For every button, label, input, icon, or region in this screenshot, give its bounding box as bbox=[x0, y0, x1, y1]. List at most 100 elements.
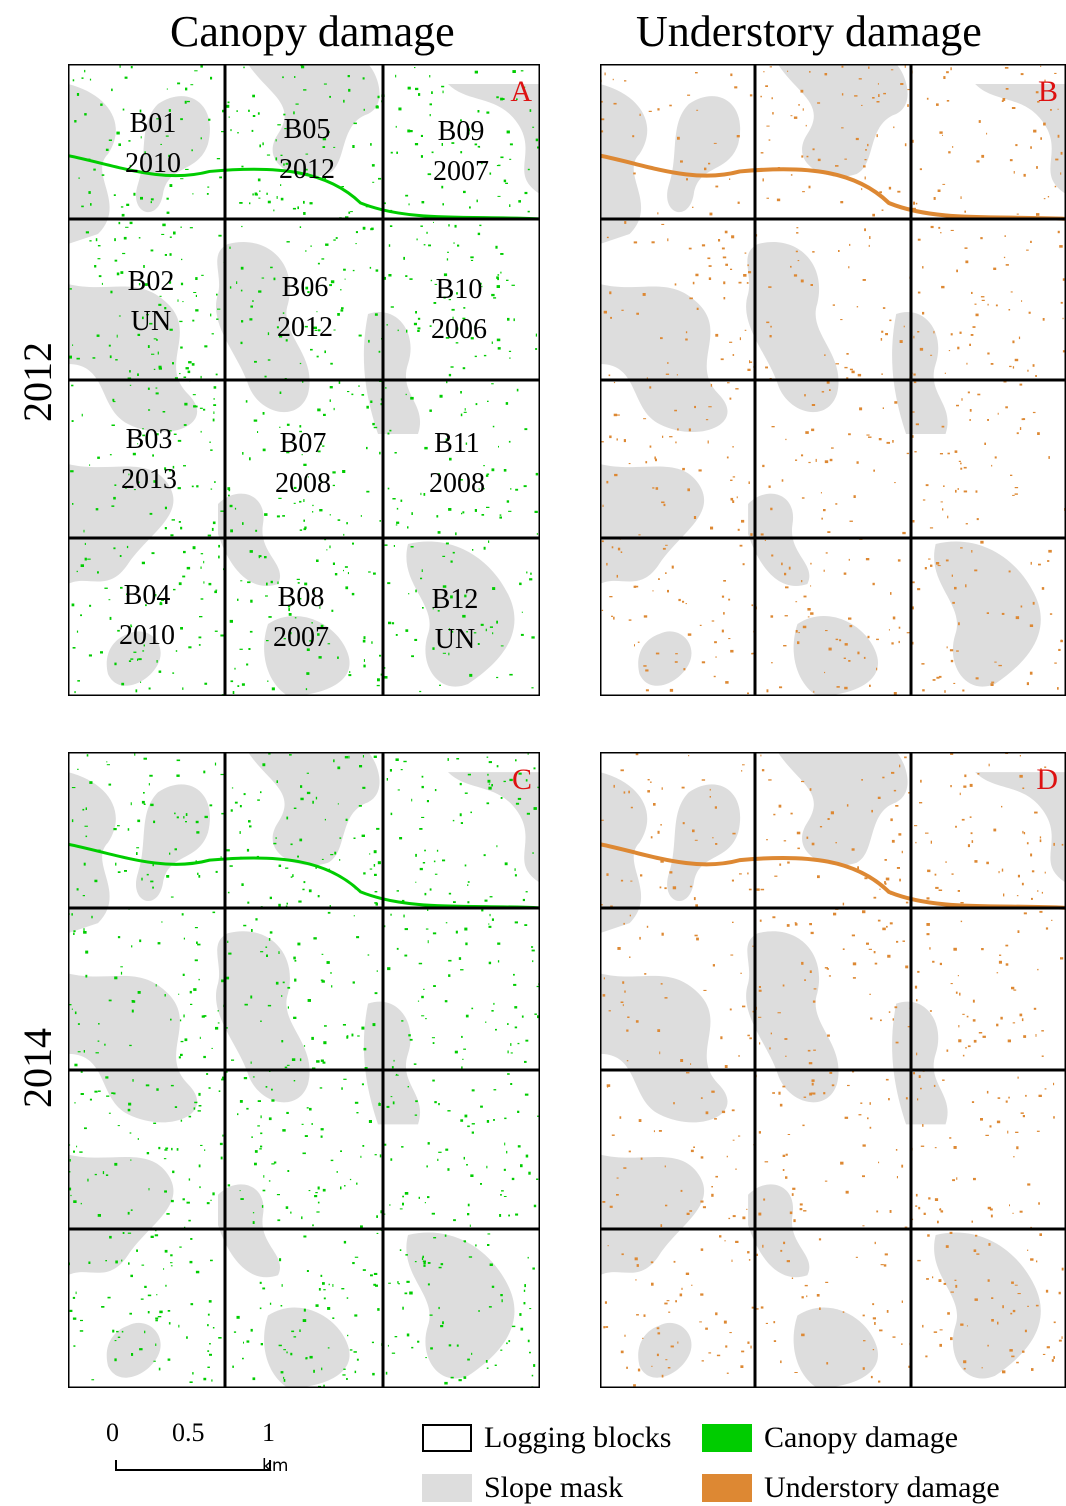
understory-damage-patch bbox=[802, 1124, 805, 1127]
canopy-damage-patch bbox=[299, 1329, 301, 1332]
canopy-damage-patch bbox=[342, 1024, 346, 1026]
canopy-damage-patch bbox=[448, 1344, 452, 1347]
canopy-damage-layer bbox=[68, 752, 540, 1388]
canopy-damage-patch bbox=[252, 1377, 256, 1381]
understory-damage-patch bbox=[655, 487, 659, 490]
understory-damage-patch bbox=[842, 1311, 845, 1313]
canopy-damage-patch bbox=[390, 1096, 393, 1098]
canopy-damage-patch bbox=[520, 633, 524, 636]
canopy-damage-patch bbox=[242, 452, 244, 455]
understory-damage-patch bbox=[701, 1360, 704, 1362]
understory-damage-patch bbox=[904, 65, 906, 68]
understory-damage-patch bbox=[1040, 65, 1042, 67]
canopy-damage-patch bbox=[267, 200, 271, 204]
understory-damage-patch bbox=[667, 238, 669, 242]
understory-damage-patch bbox=[919, 347, 924, 351]
canopy-damage-patch bbox=[430, 1347, 433, 1350]
understory-damage-patch bbox=[816, 1294, 820, 1297]
canopy-damage-patch bbox=[220, 634, 224, 637]
understory-damage-patch bbox=[700, 1200, 704, 1203]
canopy-damage-patch bbox=[221, 812, 224, 815]
canopy-damage-patch bbox=[250, 1328, 253, 1332]
understory-damage-patch bbox=[994, 456, 997, 459]
understory-damage-patch bbox=[635, 752, 639, 756]
understory-damage-patch bbox=[971, 840, 974, 843]
canopy-damage-patch bbox=[352, 1262, 355, 1265]
legend-canopy-swatch bbox=[702, 1424, 752, 1452]
slope-mask-area bbox=[746, 242, 839, 413]
understory-damage-patch bbox=[973, 1039, 977, 1043]
canopy-damage-patch bbox=[404, 928, 408, 931]
understory-damage-patch bbox=[675, 653, 678, 655]
understory-damage-patch bbox=[759, 1042, 761, 1045]
canopy-damage-patch bbox=[413, 322, 417, 326]
canopy-damage-patch bbox=[126, 545, 129, 549]
canopy-damage-patch bbox=[433, 221, 434, 223]
panel-d-map bbox=[600, 752, 1066, 1388]
understory-damage-patch bbox=[651, 241, 655, 244]
understory-damage-patch bbox=[956, 269, 958, 273]
canopy-damage-patch bbox=[467, 1358, 470, 1361]
canopy-damage-patch bbox=[215, 373, 218, 376]
canopy-damage-patch bbox=[433, 302, 437, 304]
canopy-damage-patch bbox=[514, 874, 517, 877]
understory-damage-patch bbox=[623, 922, 625, 925]
understory-damage-patch bbox=[896, 1176, 898, 1179]
canopy-damage-patch bbox=[525, 779, 528, 782]
understory-damage-patch bbox=[913, 335, 915, 339]
canopy-damage-patch bbox=[138, 658, 142, 661]
understory-damage-patch bbox=[609, 596, 613, 598]
understory-damage-patch bbox=[878, 94, 880, 97]
canopy-damage-patch bbox=[164, 1249, 168, 1253]
understory-damage-patch bbox=[691, 1284, 693, 1286]
canopy-damage-patch bbox=[467, 773, 471, 776]
canopy-damage-patch bbox=[260, 1132, 263, 1135]
understory-damage-patch bbox=[849, 368, 853, 371]
understory-damage-patch bbox=[785, 1055, 787, 1057]
canopy-damage-patch bbox=[255, 918, 258, 921]
canopy-damage-patch bbox=[290, 1211, 292, 1214]
understory-damage-patch bbox=[700, 1097, 703, 1099]
canopy-damage-patch bbox=[276, 1194, 280, 1196]
canopy-damage-patch bbox=[254, 1150, 258, 1153]
understory-damage-patch bbox=[991, 464, 993, 467]
canopy-damage-patch bbox=[533, 1364, 536, 1367]
canopy-damage-patch bbox=[270, 580, 273, 584]
canopy-damage-patch bbox=[362, 77, 365, 80]
canopy-damage-patch bbox=[282, 515, 285, 517]
understory-damage-patch bbox=[722, 256, 727, 259]
understory-damage-patch bbox=[912, 520, 915, 523]
understory-damage-patch bbox=[938, 889, 943, 891]
canopy-damage-patch bbox=[464, 864, 467, 867]
canopy-damage-patch bbox=[303, 881, 306, 884]
canopy-damage-patch bbox=[323, 83, 327, 85]
canopy-damage-patch bbox=[433, 860, 436, 863]
understory-damage-patch bbox=[965, 260, 969, 264]
understory-damage-patch bbox=[1013, 1156, 1015, 1158]
understory-damage-patch bbox=[981, 299, 985, 301]
canopy-damage-patch bbox=[293, 1016, 297, 1019]
understory-damage-patch bbox=[720, 358, 724, 361]
understory-damage-patch bbox=[673, 1102, 675, 1105]
canopy-damage-patch bbox=[391, 1352, 396, 1354]
canopy-damage-patch bbox=[111, 88, 113, 92]
understory-damage-patch bbox=[938, 1279, 942, 1282]
canopy-damage-patch bbox=[163, 1268, 165, 1270]
canopy-damage-patch bbox=[293, 486, 297, 489]
slope-mask-area bbox=[68, 464, 174, 584]
understory-damage-patch bbox=[794, 922, 797, 924]
understory-damage-patch bbox=[948, 350, 951, 352]
canopy-damage-patch bbox=[504, 862, 508, 866]
understory-damage-patch bbox=[768, 286, 772, 288]
understory-damage-patch bbox=[769, 66, 772, 68]
understory-damage-patch bbox=[804, 979, 806, 981]
understory-damage-patch bbox=[1026, 249, 1029, 251]
understory-damage-patch bbox=[629, 956, 631, 958]
canopy-damage-patch bbox=[491, 784, 493, 787]
understory-damage-patch bbox=[687, 633, 692, 636]
understory-damage-patch bbox=[1001, 805, 1003, 808]
canopy-damage-patch bbox=[155, 392, 159, 395]
understory-damage-patch bbox=[880, 338, 883, 341]
understory-damage-patch bbox=[970, 832, 973, 835]
canopy-damage-patch bbox=[228, 952, 232, 955]
